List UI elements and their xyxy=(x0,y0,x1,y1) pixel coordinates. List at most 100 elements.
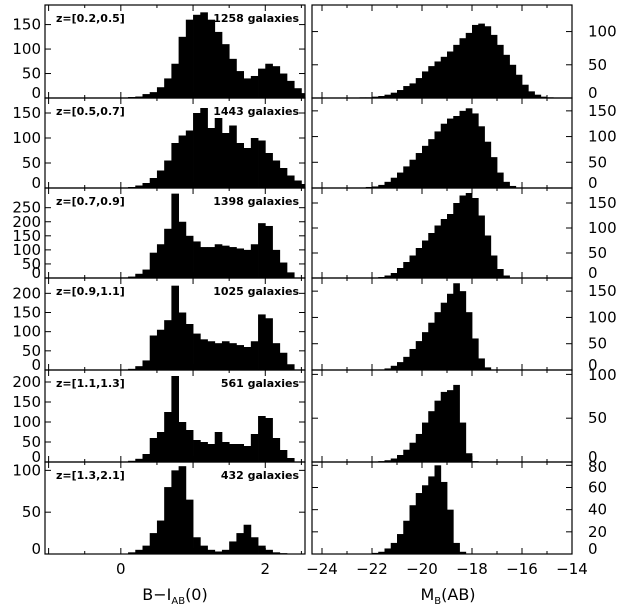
histogram-bar xyxy=(434,131,442,188)
redshift-bin-label: z=[0.5,0.7] xyxy=(56,105,125,118)
histogram-bar xyxy=(171,63,180,98)
right-panel-3: 0 50 100 150 xyxy=(311,277,617,374)
histogram-bar xyxy=(503,54,510,98)
galaxy-count-label: 1398 galaxies xyxy=(213,195,299,208)
histogram-bar xyxy=(207,247,216,278)
y-tick-label: 100 xyxy=(12,241,41,259)
histogram-bar xyxy=(156,87,165,98)
histogram-bar xyxy=(286,272,295,279)
histogram-bar xyxy=(459,551,467,554)
histogram-bar xyxy=(250,537,259,554)
histogram-bar xyxy=(497,172,504,188)
y-tick-label: 0 xyxy=(31,174,41,192)
galaxy-count-label: 1443 galaxies xyxy=(213,105,299,118)
right-panel-4: 0 50 100 xyxy=(311,366,617,466)
histogram-bar xyxy=(453,384,460,462)
histogram-bar xyxy=(422,71,429,98)
y-tick-label: 150 xyxy=(12,393,41,411)
histogram-bar xyxy=(164,487,172,554)
y-tick-label: 150 xyxy=(588,282,617,300)
x-tick-label: −24 xyxy=(306,560,338,578)
histogram-bar xyxy=(478,358,485,370)
histogram-bar xyxy=(440,56,448,98)
histogram-bar xyxy=(265,418,273,462)
histogram-bar xyxy=(472,338,479,370)
histogram-bar xyxy=(422,145,429,188)
histogram-bar xyxy=(128,460,136,462)
histogram-bar xyxy=(440,481,448,554)
histogram-bar xyxy=(200,339,208,370)
right-panel-5: 020 40 60 80 xyxy=(311,458,607,558)
histogram-bar xyxy=(171,470,180,554)
redshift-bin-label: z=[0.7,0.9] xyxy=(56,195,125,208)
histogram-bar xyxy=(409,442,417,462)
histogram-bar xyxy=(193,333,201,370)
histogram-bar xyxy=(243,347,252,370)
histogram-bar xyxy=(243,78,252,98)
histogram-bar xyxy=(250,244,259,278)
histogram-bar xyxy=(236,533,245,554)
histogram-bar xyxy=(221,44,230,98)
histogram-bar xyxy=(243,446,252,462)
histogram-bar xyxy=(200,545,208,554)
histogram-bar xyxy=(265,63,273,98)
histogram-bar xyxy=(286,364,295,370)
histogram-bar xyxy=(422,485,429,554)
y-tick-label: 0 xyxy=(588,264,598,282)
histogram-bar xyxy=(250,138,259,188)
histogram-bar xyxy=(193,440,201,462)
histogram-bar xyxy=(142,269,151,278)
histogram-bar xyxy=(465,193,473,278)
histogram-bar xyxy=(178,135,187,188)
x-tick-label: −14 xyxy=(556,560,588,578)
histogram-bar xyxy=(164,228,172,278)
histogram-bar xyxy=(243,249,252,279)
histogram-bar xyxy=(447,509,454,554)
histogram-bar xyxy=(522,84,529,98)
histogram-bar xyxy=(265,225,273,278)
histogram-bar xyxy=(465,453,473,462)
histogram-bar xyxy=(409,505,417,554)
histogram-bar xyxy=(135,458,143,462)
histogram-bar xyxy=(422,422,429,462)
histogram-bar xyxy=(214,31,223,99)
y-tick-label: 100 xyxy=(588,23,617,41)
y-tick-label: 100 xyxy=(588,128,617,146)
histogram-bar xyxy=(390,458,398,462)
y-tick-label: 250 xyxy=(12,199,41,217)
histogram-bar xyxy=(272,438,281,462)
right-panel-1: 0 50 100 150 xyxy=(311,97,617,192)
y-tick-label: 0 xyxy=(31,84,41,102)
histogram-bar xyxy=(258,314,266,370)
y-tick-label: 100 xyxy=(588,308,617,326)
y-tick-label: 200 xyxy=(12,284,41,302)
x-axis-label-magnitude: MB(AB) xyxy=(420,585,475,607)
histogram-bar xyxy=(258,416,266,462)
histogram-bar xyxy=(434,465,442,554)
histogram-bar xyxy=(200,247,208,278)
histogram-bar xyxy=(272,160,281,188)
histogram-bar xyxy=(221,133,230,188)
y-tick-label: 100 xyxy=(12,323,41,341)
histogram-bar xyxy=(258,545,266,554)
histogram-bar xyxy=(214,118,223,188)
histogram-bar xyxy=(142,94,151,98)
histogram-bar xyxy=(250,341,259,370)
histogram-bar xyxy=(528,91,535,98)
histogram-bar xyxy=(378,551,385,554)
histogram-bar xyxy=(490,255,498,278)
histogram-bar xyxy=(447,51,454,98)
y-tick-label: 50 xyxy=(22,433,41,451)
histogram-bar xyxy=(428,233,435,278)
y-tick-label: 100 xyxy=(588,366,617,384)
histogram-bar xyxy=(453,44,460,98)
histogram-bar xyxy=(178,36,187,98)
y-tick-label: 50 xyxy=(22,255,41,273)
y-tick-label: 50 xyxy=(588,244,607,262)
histogram-bar xyxy=(378,184,385,188)
histogram-bar xyxy=(149,335,158,370)
histogram-bar xyxy=(403,449,410,462)
y-tick-label: 0 xyxy=(31,540,41,558)
histogram-bar xyxy=(149,92,158,98)
y-tick-label: 50 xyxy=(588,409,607,427)
